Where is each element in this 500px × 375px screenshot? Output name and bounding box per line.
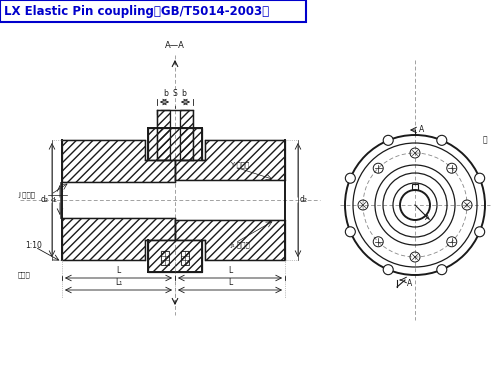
- Text: L: L: [228, 266, 232, 275]
- Circle shape: [346, 227, 356, 237]
- Circle shape: [383, 265, 393, 274]
- FancyBboxPatch shape: [0, 0, 306, 22]
- Text: LX Elastic Pin coupling（GB/T5014-2003）: LX Elastic Pin coupling（GB/T5014-2003）: [4, 4, 269, 18]
- Text: J 型轴孔: J 型轴孔: [18, 192, 35, 198]
- Text: Y 型轴孔: Y 型轴孔: [230, 162, 249, 168]
- Text: b: b: [164, 89, 168, 98]
- Text: d₂: d₂: [41, 195, 49, 204]
- Text: L: L: [228, 278, 232, 287]
- Text: 型轴孔: 型轴孔: [18, 272, 31, 278]
- Text: A: A: [425, 215, 430, 221]
- Circle shape: [437, 265, 447, 274]
- Circle shape: [474, 173, 484, 183]
- Circle shape: [474, 227, 484, 237]
- Circle shape: [437, 135, 447, 146]
- Circle shape: [346, 173, 356, 183]
- Text: 标: 标: [482, 135, 487, 144]
- Text: A—A: A—A: [165, 40, 185, 50]
- Text: d₂: d₂: [300, 195, 308, 204]
- Text: L: L: [116, 266, 120, 275]
- Text: b: b: [182, 89, 186, 98]
- Bar: [412, 184, 418, 190]
- Circle shape: [383, 135, 393, 146]
- Text: A: A: [419, 126, 424, 135]
- Text: L₁: L₁: [115, 278, 122, 287]
- Text: S: S: [172, 89, 178, 98]
- Text: J₁ 型轴孔: J₁ 型轴孔: [230, 242, 250, 248]
- Text: 1:10: 1:10: [25, 240, 42, 249]
- Text: d₁: d₁: [51, 197, 58, 203]
- Text: A: A: [407, 279, 412, 288]
